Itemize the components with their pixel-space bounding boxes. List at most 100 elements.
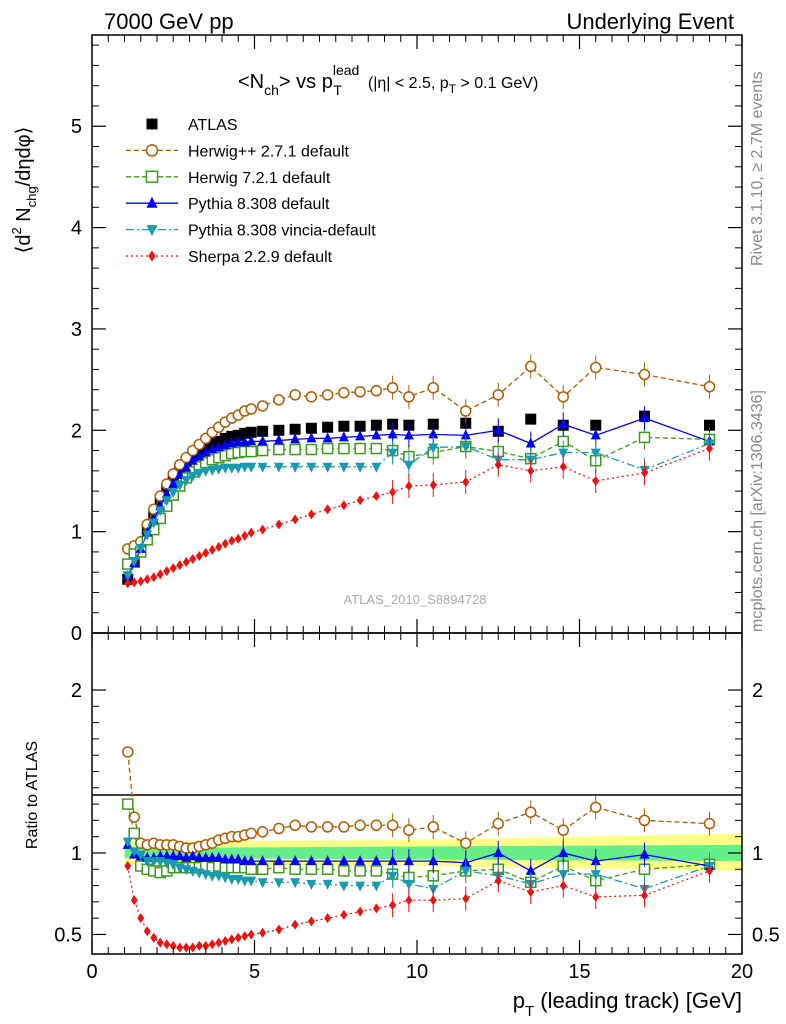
legend-entry: Herwig 7.2.1 default xyxy=(126,170,331,187)
data-point xyxy=(137,576,145,587)
ratio-point xyxy=(176,942,184,953)
data-point xyxy=(494,459,502,470)
data-point xyxy=(143,574,151,585)
data-point xyxy=(256,444,269,457)
ratio-point xyxy=(150,932,158,943)
ratio-point xyxy=(221,935,229,946)
ratio-y-tick-label: 2 xyxy=(752,680,763,702)
ratio-point xyxy=(228,934,236,945)
legend-marker xyxy=(145,170,159,184)
ratio-point xyxy=(273,855,284,866)
ratio-point xyxy=(370,819,383,832)
ratio-point xyxy=(355,855,366,866)
ratio-point xyxy=(148,857,159,868)
series-5 xyxy=(124,436,713,589)
data-point xyxy=(305,391,318,403)
ratio-line xyxy=(127,751,710,849)
data-point xyxy=(703,380,716,393)
ratio-point xyxy=(429,895,437,906)
ratio-point xyxy=(389,900,397,911)
ratio-point xyxy=(122,746,134,758)
data-point xyxy=(246,462,257,473)
data-point xyxy=(233,436,244,447)
legend-entry: Herwig++ 2.7.1 default xyxy=(126,143,350,160)
ratio-point xyxy=(291,919,299,930)
data-point xyxy=(305,443,318,456)
data-point xyxy=(322,462,333,473)
data-point xyxy=(354,420,366,432)
data-point xyxy=(226,430,238,442)
data-point xyxy=(386,381,399,394)
data-point xyxy=(122,571,133,582)
data-point xyxy=(176,560,184,571)
ratio-series-0 xyxy=(122,746,716,856)
ratio-point xyxy=(122,798,134,810)
data-point xyxy=(370,419,382,431)
ratio-point xyxy=(220,853,231,864)
data-point xyxy=(557,391,569,403)
ratio-point xyxy=(321,821,334,833)
data-point xyxy=(148,518,159,529)
data-point xyxy=(405,481,413,492)
ratio-point xyxy=(307,916,315,927)
data-point xyxy=(200,466,211,477)
ratio-point xyxy=(592,891,600,902)
ratio-y-tick-label: 1 xyxy=(752,843,763,865)
ratio-point xyxy=(638,814,651,827)
data-point xyxy=(354,442,366,455)
data-point xyxy=(525,437,536,448)
data-point xyxy=(641,467,648,478)
rivet-label: Rivet 3.1.10, ≥ 2.7M events xyxy=(749,71,766,266)
ratio-point xyxy=(371,855,382,866)
data-point xyxy=(189,554,197,565)
data-point xyxy=(492,389,504,401)
legend-marker xyxy=(146,225,158,237)
data-point xyxy=(124,578,132,589)
legend-marker xyxy=(146,118,158,130)
ratio-point xyxy=(641,890,648,901)
ratio-point xyxy=(403,879,414,890)
main-title: <Nch> vs plead T (|η| < 2.5, pT > 0.1 GeV) xyxy=(238,62,538,98)
legend-label: ATLAS xyxy=(188,117,238,134)
data-point xyxy=(219,432,231,444)
data-point xyxy=(206,437,218,449)
series-4 xyxy=(122,431,715,582)
x-tick-label: 15 xyxy=(568,961,590,983)
ratio-point xyxy=(143,926,151,937)
ratio-point xyxy=(215,937,223,948)
ratio-point xyxy=(168,850,179,861)
ratio-point xyxy=(169,940,177,951)
data-point xyxy=(273,443,285,456)
ratio-point xyxy=(525,864,536,875)
data-point xyxy=(639,412,650,423)
header-left: 7000 GeV pp xyxy=(104,9,234,34)
data-point xyxy=(592,475,600,486)
data-point xyxy=(704,419,715,431)
data-point xyxy=(220,463,231,474)
ratio-axis-ticks: 0.5 0.51 12 20 5 10 15 20 xyxy=(54,680,780,983)
analysis-watermark: ATLAS_2010_S8894728 xyxy=(344,592,487,607)
data-point xyxy=(355,462,366,473)
ratio-point xyxy=(355,881,366,892)
data-point xyxy=(213,464,224,475)
ratio-point xyxy=(257,855,268,866)
main-ylabel: ⟨d2 Nchg/dηdφ⟩ xyxy=(9,127,39,254)
header-right: Underlying Event xyxy=(566,9,734,34)
ratio-point xyxy=(340,909,348,920)
data-point xyxy=(245,426,257,438)
data-point xyxy=(246,435,257,446)
data-point xyxy=(403,391,415,403)
data-point xyxy=(460,417,472,429)
data-point xyxy=(239,462,250,473)
data-point xyxy=(213,435,225,447)
data-point xyxy=(161,488,172,499)
data-point xyxy=(181,475,192,486)
ratio-point xyxy=(322,879,333,890)
data-point xyxy=(559,461,567,472)
data-point xyxy=(207,465,218,476)
ratio-point xyxy=(273,878,284,889)
data-point xyxy=(372,491,380,502)
ratio-point xyxy=(257,878,268,889)
ratio-point xyxy=(338,881,349,892)
data-point xyxy=(275,519,283,530)
